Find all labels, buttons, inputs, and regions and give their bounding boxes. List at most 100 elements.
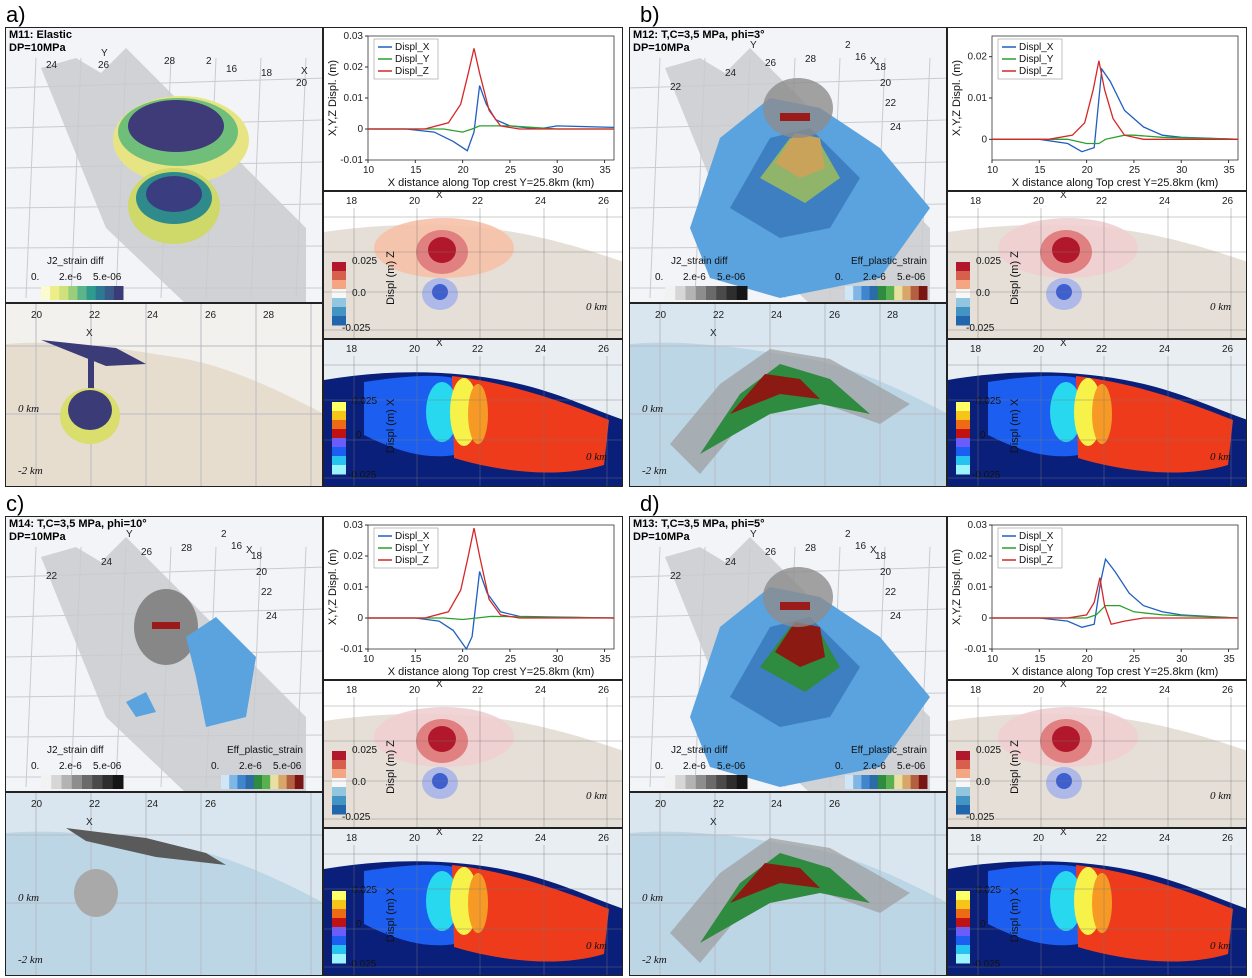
series-line-displ_y xyxy=(368,125,614,133)
displ-x-colorbar-swatch xyxy=(332,900,346,910)
legend-entry: Displ_Y xyxy=(1019,543,1054,554)
axis3d-tick: 20 xyxy=(880,567,892,578)
displ-z-colorbar-tick: 0.0 xyxy=(352,777,366,788)
displ-z-colorbar-swatch xyxy=(956,307,970,317)
section3d-tick: 20 xyxy=(31,310,43,321)
panel-title-line2: DP=10MPa xyxy=(9,531,66,543)
section-x-tick: 26 xyxy=(598,833,610,844)
displ-x-colorbar-swatch xyxy=(332,420,346,430)
chart-y-tick: 0.03 xyxy=(968,520,988,531)
displ-x-colorbar-swatch xyxy=(332,909,346,919)
view-3d-section: 20 22 24 26 X 0 km -2 km xyxy=(5,792,323,976)
displ-z-colorbar-swatch xyxy=(956,760,970,770)
section-z-tick: 20 xyxy=(409,196,421,207)
series-line-displ_y xyxy=(992,134,1239,145)
chart-x-tick: 10 xyxy=(363,165,375,176)
j2-colorbar-tick: 5.e-06 xyxy=(717,272,746,283)
plastic-colorbar-tick: 5.e-06 xyxy=(897,761,926,772)
plastic-colorbar-title: Eff_plastic_strain xyxy=(851,256,927,267)
displ-x-colorbar-swatch xyxy=(332,465,346,475)
chart-x-tick: 25 xyxy=(505,654,517,665)
axis3d-tick: 20 xyxy=(880,78,892,89)
chart-y-label: X,Y,Z Displ. (m) xyxy=(951,549,963,625)
axis3d-tick: 26 xyxy=(98,60,110,71)
j2-colorbar-swatch xyxy=(71,775,83,789)
section-z-tick: 22 xyxy=(472,196,484,207)
chart-y-tick: 0.03 xyxy=(344,520,364,531)
section-z-tick: 26 xyxy=(598,685,610,696)
view-3d-section: 20 22 24 26 X 0 km -2 km xyxy=(629,792,947,976)
chart-y-tick: 0 xyxy=(981,134,987,145)
section-z-svg: 0.025 0.0 -0.025 18 20 22 24 26 X Displ (m) Z 0 km xyxy=(948,192,1246,338)
section-x-svg: 0.025 0 -0.025 18 20 22 24 26 X Displ (m) X 0 km xyxy=(948,340,1246,486)
section-z-x-label: X xyxy=(1060,192,1067,201)
j2-colorbar-tick: 0. xyxy=(655,761,663,772)
j2-colorbar-title: J2_strain diff xyxy=(47,256,104,267)
axis3d-tick: 2 xyxy=(206,56,212,67)
panel-letter-b: b) xyxy=(640,2,660,27)
section-z-depth-label: 0 km xyxy=(586,301,607,313)
legend-entry: Displ_X xyxy=(395,42,430,53)
displ-x-colorbar-swatch xyxy=(332,438,346,448)
displ-z-colorbar-swatch xyxy=(332,316,346,326)
series-line-displ_z xyxy=(368,48,614,130)
panel-d: 22 24 26 28 2 16 18 20 22 24 Y X J2_strain diff 0. 2.e… xyxy=(629,516,1247,976)
displ-z-colorbar-swatch xyxy=(956,787,970,797)
section3d-x-label: X xyxy=(86,817,93,828)
legend-entry: Displ_Y xyxy=(1019,54,1054,65)
chart-x-tick: 15 xyxy=(1034,165,1046,176)
section3d-tick: 28 xyxy=(263,310,275,321)
section-x-svg: 0.025 0 -0.025 18 20 22 24 26 X Displ (m) X 0 km xyxy=(324,340,622,486)
displ-x-colorbar-swatch xyxy=(332,402,346,412)
panel-title: M12: T,C=3,5 MPa, phi=3° DP=10MPa xyxy=(633,29,765,55)
panel-title-line1: M12: T,C=3,5 MPa, phi=3° xyxy=(633,29,765,41)
plastic-colorbar-swatch xyxy=(918,775,928,789)
chart-x-tick: 30 xyxy=(552,165,564,176)
section-z: 0.025 0.0 -0.025 18 20 22 24 26 X Displ (m) Z 0 km xyxy=(947,191,1247,339)
section3d-tick: 20 xyxy=(31,799,43,810)
section-x-x-label: X xyxy=(436,829,443,838)
series-line-displ_x xyxy=(368,571,615,651)
section-x-svg: 0.025 0 -0.025 18 20 22 24 26 X Displ (m) X 0 km xyxy=(324,829,622,975)
axis3d-tick: 2 xyxy=(221,529,227,540)
view-3d: 22 24 26 28 2 16 18 20 22 24 Y X J2_strain diff 0. 2.e… xyxy=(629,27,947,303)
plastic-colorbar-tick: 0. xyxy=(835,761,843,772)
section3d-tick: 24 xyxy=(147,310,159,321)
chart-x-tick: 20 xyxy=(1082,654,1094,665)
section-z-x-label: X xyxy=(1060,681,1067,690)
plastic-colorbar-swatch xyxy=(221,775,230,789)
j2-colorbar-swatch xyxy=(102,775,114,789)
section-x-tick: 20 xyxy=(409,344,421,355)
section-z-tick: 18 xyxy=(970,685,982,696)
section-z-tick: 26 xyxy=(598,196,610,207)
displ-x-colorbar-swatch xyxy=(332,411,346,421)
axis3d-tick: 28 xyxy=(805,54,817,65)
section-z-tick: 18 xyxy=(346,685,358,696)
j2-colorbar-swatch xyxy=(104,286,115,300)
section-x-tick: 24 xyxy=(535,344,547,355)
section-x-depth-label: 0 km xyxy=(1210,940,1231,952)
chart-y-tick: 0.02 xyxy=(968,52,988,63)
section-x-depth-label: 0 km xyxy=(586,940,607,952)
panel-letter-c: c) xyxy=(6,491,25,516)
displ-z-colorbar-swatch xyxy=(332,769,346,779)
section3d-tick: 24 xyxy=(771,310,783,321)
chart-y-tick: -0.01 xyxy=(964,644,987,655)
section3d-tick: 22 xyxy=(89,310,101,321)
plastic-colorbar-swatch xyxy=(294,775,304,789)
plastic-colorbar-swatch xyxy=(278,775,288,789)
j2-colorbar-swatch xyxy=(685,775,697,789)
panel-b: 22 24 26 28 2 16 18 20 22 24 Y X J2_strain diff 0. 2.e… xyxy=(629,27,1247,487)
section3d-tick: 20 xyxy=(655,310,667,321)
chart-x-label: X distance along Top crest Y=25.8km (km) xyxy=(388,177,595,189)
j2-colorbar-swatch xyxy=(675,286,686,300)
chart-y-tick: 0.01 xyxy=(344,582,364,593)
axis3d-x-label: X xyxy=(870,545,877,556)
chart-y-tick: 0.01 xyxy=(968,93,988,104)
section-x-colorbar-title: Displ (m) X xyxy=(385,887,397,942)
section-z-tick: 22 xyxy=(1096,685,1108,696)
chart-x-tick: 15 xyxy=(1034,654,1046,665)
section3d-tick: 24 xyxy=(771,799,783,810)
displ-x-colorbar-swatch xyxy=(332,954,346,964)
series-line-displ_x xyxy=(368,85,615,152)
